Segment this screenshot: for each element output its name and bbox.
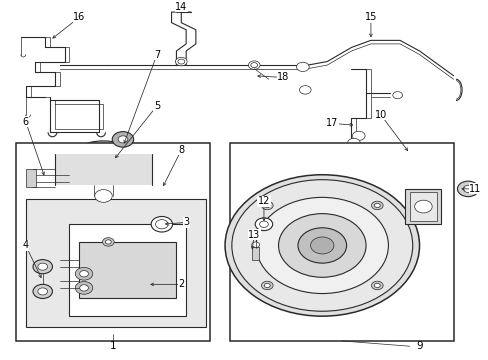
Text: 18: 18	[277, 72, 289, 82]
Circle shape	[38, 263, 47, 270]
Circle shape	[38, 288, 47, 295]
Circle shape	[112, 132, 133, 147]
Circle shape	[95, 190, 112, 202]
Circle shape	[261, 281, 273, 290]
Circle shape	[414, 200, 431, 213]
Text: 2: 2	[178, 279, 184, 289]
Circle shape	[392, 92, 402, 99]
Circle shape	[371, 281, 383, 290]
Circle shape	[256, 197, 387, 293]
Circle shape	[118, 136, 127, 143]
Bar	[55, 153, 152, 185]
Circle shape	[261, 201, 273, 210]
Circle shape	[231, 180, 412, 311]
Text: 4: 4	[22, 240, 29, 251]
Bar	[409, 192, 436, 221]
Bar	[26, 199, 205, 327]
Circle shape	[264, 283, 270, 288]
Circle shape	[102, 238, 114, 246]
Text: 8: 8	[178, 145, 184, 155]
Circle shape	[105, 240, 111, 244]
Circle shape	[347, 138, 360, 148]
Text: 14: 14	[175, 2, 187, 12]
Circle shape	[374, 203, 380, 208]
Bar	[16, 143, 210, 341]
Circle shape	[352, 131, 365, 140]
Circle shape	[251, 242, 259, 248]
Circle shape	[33, 260, 52, 274]
Circle shape	[374, 283, 380, 288]
Ellipse shape	[84, 141, 122, 152]
Circle shape	[299, 86, 310, 94]
Circle shape	[224, 175, 419, 316]
Bar	[79, 242, 176, 298]
Text: 7: 7	[154, 50, 160, 59]
Circle shape	[80, 285, 88, 291]
Circle shape	[80, 271, 88, 277]
Circle shape	[175, 57, 187, 66]
Bar	[69, 224, 186, 316]
Text: 12: 12	[257, 196, 269, 206]
Circle shape	[151, 216, 172, 232]
Ellipse shape	[55, 145, 152, 162]
Ellipse shape	[137, 260, 157, 281]
Text: 17: 17	[325, 118, 338, 129]
Bar	[229, 143, 453, 341]
Circle shape	[371, 201, 383, 210]
Circle shape	[278, 213, 366, 277]
Text: 6: 6	[22, 117, 29, 127]
Circle shape	[310, 237, 333, 254]
Circle shape	[296, 62, 308, 72]
Text: 5: 5	[154, 101, 160, 111]
Circle shape	[457, 181, 478, 197]
Bar	[26, 170, 36, 187]
Circle shape	[33, 284, 52, 298]
Text: 9: 9	[415, 341, 422, 351]
Circle shape	[155, 220, 168, 229]
Text: 1: 1	[110, 341, 116, 351]
Ellipse shape	[143, 183, 180, 195]
Circle shape	[248, 61, 260, 69]
Bar	[251, 247, 259, 260]
Circle shape	[462, 185, 472, 192]
Circle shape	[264, 203, 270, 208]
Circle shape	[75, 267, 93, 280]
Bar	[404, 189, 441, 224]
Circle shape	[75, 282, 93, 294]
Text: 13: 13	[247, 230, 260, 240]
Circle shape	[297, 228, 346, 263]
Circle shape	[259, 221, 268, 228]
Text: 16: 16	[73, 12, 85, 22]
Text: 3: 3	[183, 217, 189, 228]
Circle shape	[255, 218, 272, 231]
Text: 15: 15	[364, 12, 376, 22]
Text: 11: 11	[468, 184, 481, 194]
Text: 10: 10	[374, 110, 386, 120]
